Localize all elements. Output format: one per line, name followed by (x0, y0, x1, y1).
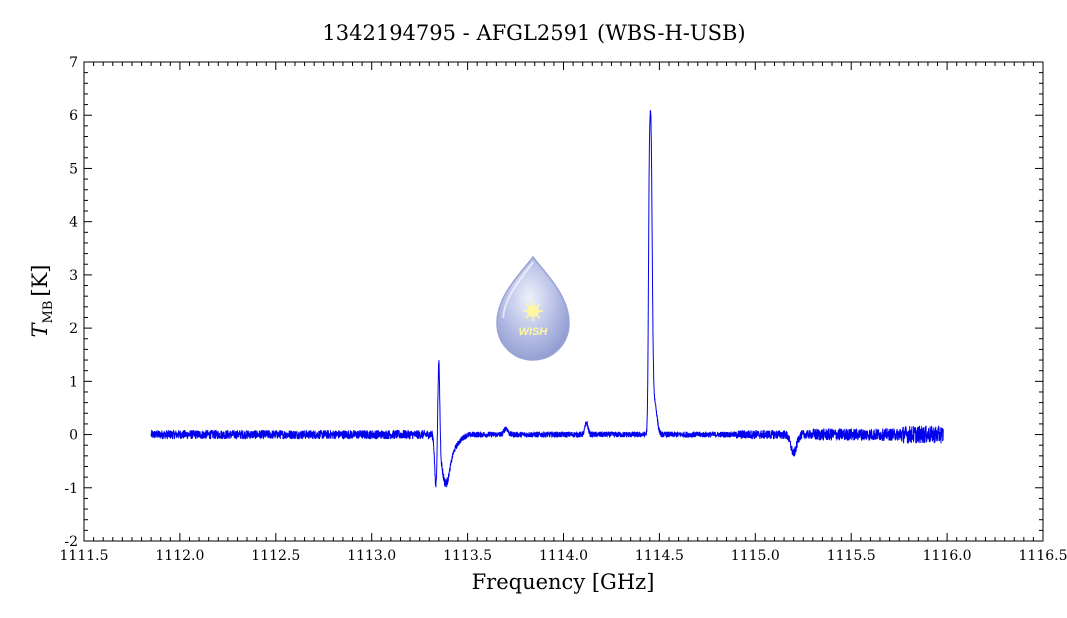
x-tick-label: 1116.0 (923, 548, 972, 564)
y-axis-label: TMB [K] (28, 265, 56, 338)
x-tick-label: 1111.5 (60, 548, 109, 564)
x-tick-label: 1112.0 (155, 548, 204, 564)
svg-text:WISH: WISH (519, 326, 549, 338)
y-tick-label: -1 (64, 481, 78, 497)
chart-title: 1342194795 - AFGL2591 (WBS-H-USB) (322, 21, 745, 45)
plot-frame (83, 61, 1044, 542)
x-tick-label: 1113.0 (347, 548, 396, 564)
y-tick-label: 0 (69, 428, 78, 444)
y-tick-label: 1 (69, 374, 78, 390)
y-tick-label: -2 (64, 534, 78, 550)
x-tick-label: 1115.5 (827, 548, 876, 564)
y-tick-label: 2 (69, 321, 78, 337)
x-tick-label: 1113.5 (443, 548, 492, 564)
y-tick-label: 4 (69, 215, 78, 231)
y-axis-label-unit: [K] (28, 265, 52, 297)
svg-text:TMB[K]: TMB [K] (28, 265, 56, 338)
y-tick-label: 7 (69, 55, 78, 71)
y-tick-label: 5 (69, 161, 78, 177)
x-tick-labels: 1111.5 1112.0 1112.5 1113.0 1113.5 1114.0 1114… (60, 548, 1067, 564)
y-axis-label-symbol: T (28, 321, 52, 337)
spectrum-line-series (150, 109, 944, 488)
axis-ticks (83, 61, 1044, 542)
y-axis-label-subscript: MB (41, 301, 56, 324)
x-tick-label: 1115.0 (731, 548, 780, 564)
x-tick-label: 1112.5 (251, 548, 300, 564)
y-tick-labels: -2 -1 0 1 2 3 4 5 6 7 (64, 55, 78, 550)
x-tick-label: 1114.0 (539, 548, 588, 564)
x-tick-label: 1114.5 (635, 548, 684, 564)
wish-logo-watermark: WISH (496, 255, 570, 361)
x-axis-label: Frequency [GHz] (472, 570, 655, 594)
y-tick-label: 6 (69, 108, 78, 124)
y-tick-label: 3 (69, 268, 78, 284)
x-tick-label: 1116.5 (1019, 548, 1067, 564)
